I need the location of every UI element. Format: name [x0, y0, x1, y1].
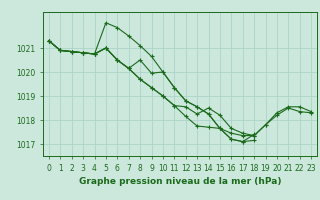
X-axis label: Graphe pression niveau de la mer (hPa): Graphe pression niveau de la mer (hPa) [79, 177, 281, 186]
